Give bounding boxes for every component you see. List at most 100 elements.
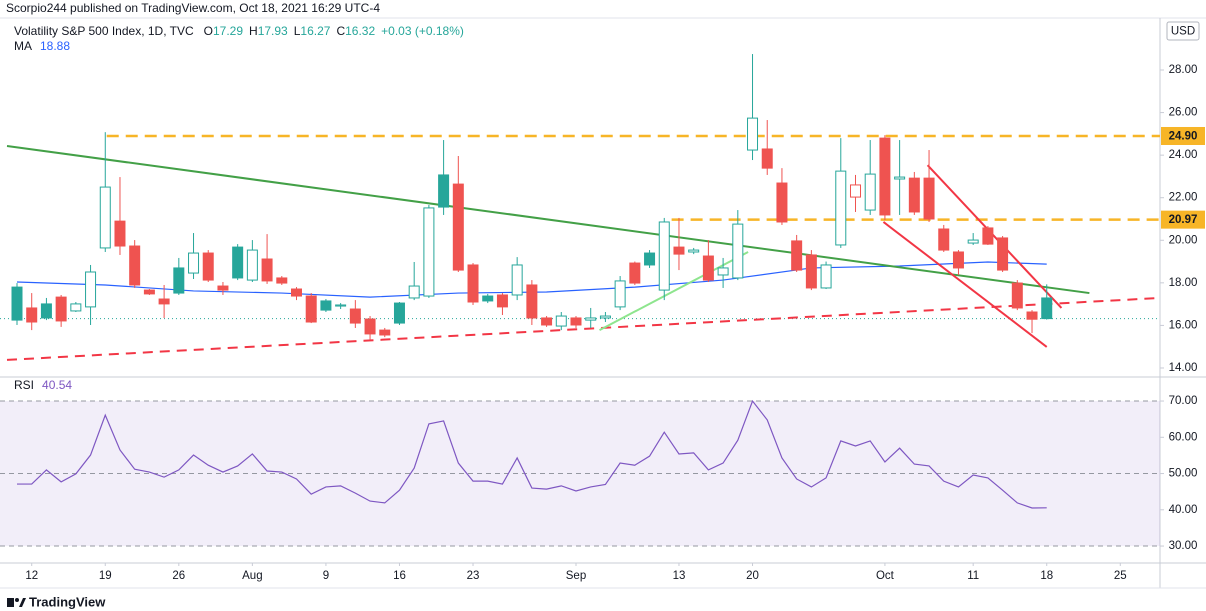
currency: USD: [1171, 26, 1195, 38]
rsi-pane: [17, 399, 1047, 509]
candle-body: [1011, 282, 1023, 309]
candle-body: [644, 252, 656, 266]
axes: 28.00 26.00 24.00 22.00 20.00 18.00 16.00 14.00…: [25, 64, 1205, 582]
candle-body: [732, 223, 744, 279]
candle-body: [835, 170, 847, 246]
brand: TradingView: [29, 594, 106, 609]
x-tick-label: 20: [746, 570, 759, 582]
candle-body: [438, 174, 450, 208]
ohlc-label: C: [336, 24, 345, 38]
candle-body: [40, 303, 52, 319]
y-tick-label: 16.00: [1169, 319, 1198, 331]
candle-body: [923, 177, 935, 220]
ma-value: 18.88: [40, 39, 70, 53]
ohlc-label: H: [249, 24, 258, 38]
x-tick-label: 11: [967, 570, 979, 582]
candle-body: [188, 252, 200, 274]
ma-name: MA: [14, 39, 32, 53]
rsi-background: [0, 400, 1160, 547]
candle-body: [982, 227, 994, 245]
candle-body: [114, 220, 126, 247]
candle-body: [320, 300, 332, 311]
candle-body: [393, 302, 405, 324]
candle-body: [143, 289, 155, 295]
candle-body: [717, 267, 729, 276]
candle-body: [217, 285, 229, 291]
price-pane: [0, 54, 1160, 361]
trendline: [926, 164, 1063, 309]
logo-part: [15, 598, 19, 602]
candle-body: [673, 246, 685, 255]
candle-body: [482, 295, 494, 302]
candle-body: [879, 137, 891, 216]
candle-body: [291, 288, 303, 297]
candle-body: [791, 240, 803, 271]
y-tick-label: 18.00: [1169, 277, 1198, 289]
logo-part: [7, 598, 14, 607]
x-tick-label: 9: [323, 570, 329, 582]
y-tick-label: 70.00: [1169, 395, 1198, 407]
x-tick-label: 25: [1114, 570, 1127, 582]
candle-body: [526, 284, 538, 319]
candle-body: [99, 186, 111, 249]
candle-body: [246, 249, 258, 281]
candle-body: [952, 251, 964, 269]
candle-body: [585, 317, 597, 321]
brand-logo: [7, 598, 26, 607]
rsi-legend: RSI 40.54: [14, 378, 72, 392]
trendline: [882, 221, 1048, 348]
candle-body: [129, 245, 141, 286]
candle-body: [232, 246, 244, 279]
ohlc-value: 17.93: [258, 24, 288, 38]
x-tick-label: 18: [1040, 570, 1053, 582]
candle-body: [702, 255, 714, 281]
candle-body: [688, 249, 700, 253]
candle-body: [423, 207, 435, 297]
y-tick-label: 22.00: [1169, 192, 1198, 204]
level-tag: [1161, 126, 1205, 145]
y-tick-label: 60.00: [1169, 431, 1198, 443]
ohlc-value: 16.27: [300, 24, 330, 38]
candle-body: [261, 258, 273, 282]
candle-body: [408, 285, 420, 299]
candle-body: [55, 296, 67, 322]
candle-body: [805, 254, 817, 289]
x-tick-label: Aug: [242, 570, 262, 582]
logo-part: [19, 598, 26, 607]
candle-body: [747, 117, 759, 151]
x-tick-label: Oct: [876, 570, 895, 582]
candle-body: [276, 277, 288, 284]
ma-legend: MA 18.88: [14, 39, 70, 53]
candle-body: [1026, 311, 1038, 320]
rsi-value: 40.54: [42, 378, 72, 392]
candle-body: [570, 317, 582, 326]
candle-body: [349, 308, 361, 324]
candle-body: [452, 183, 464, 271]
x-tick-label: 16: [393, 570, 406, 582]
rsi-name: RSI: [14, 378, 34, 392]
instrument-name: Volatility S&P 500 Index, 1D, TVC: [14, 24, 194, 38]
candle-body: [511, 264, 523, 296]
y-tick-label: 50.00: [1169, 468, 1198, 480]
y-tick-label: 20.00: [1169, 234, 1198, 246]
candle-body: [997, 237, 1009, 271]
candle-body: [85, 271, 97, 308]
candle-body: [467, 264, 479, 303]
candle-body: [379, 329, 391, 336]
ohlc-value: 17.29: [213, 24, 243, 38]
candle-body: [820, 264, 832, 289]
candle-body: [496, 294, 508, 308]
candle-body: [849, 184, 861, 198]
candle-body: [614, 280, 626, 308]
candle-body: [908, 177, 920, 213]
candle-body: [776, 182, 788, 223]
candle-body: [70, 303, 82, 312]
ma-line: [16, 261, 1047, 298]
candle-body: [335, 304, 347, 307]
candle-body: [364, 318, 376, 335]
currency-box: [1166, 21, 1200, 41]
candle-body: [658, 221, 670, 291]
